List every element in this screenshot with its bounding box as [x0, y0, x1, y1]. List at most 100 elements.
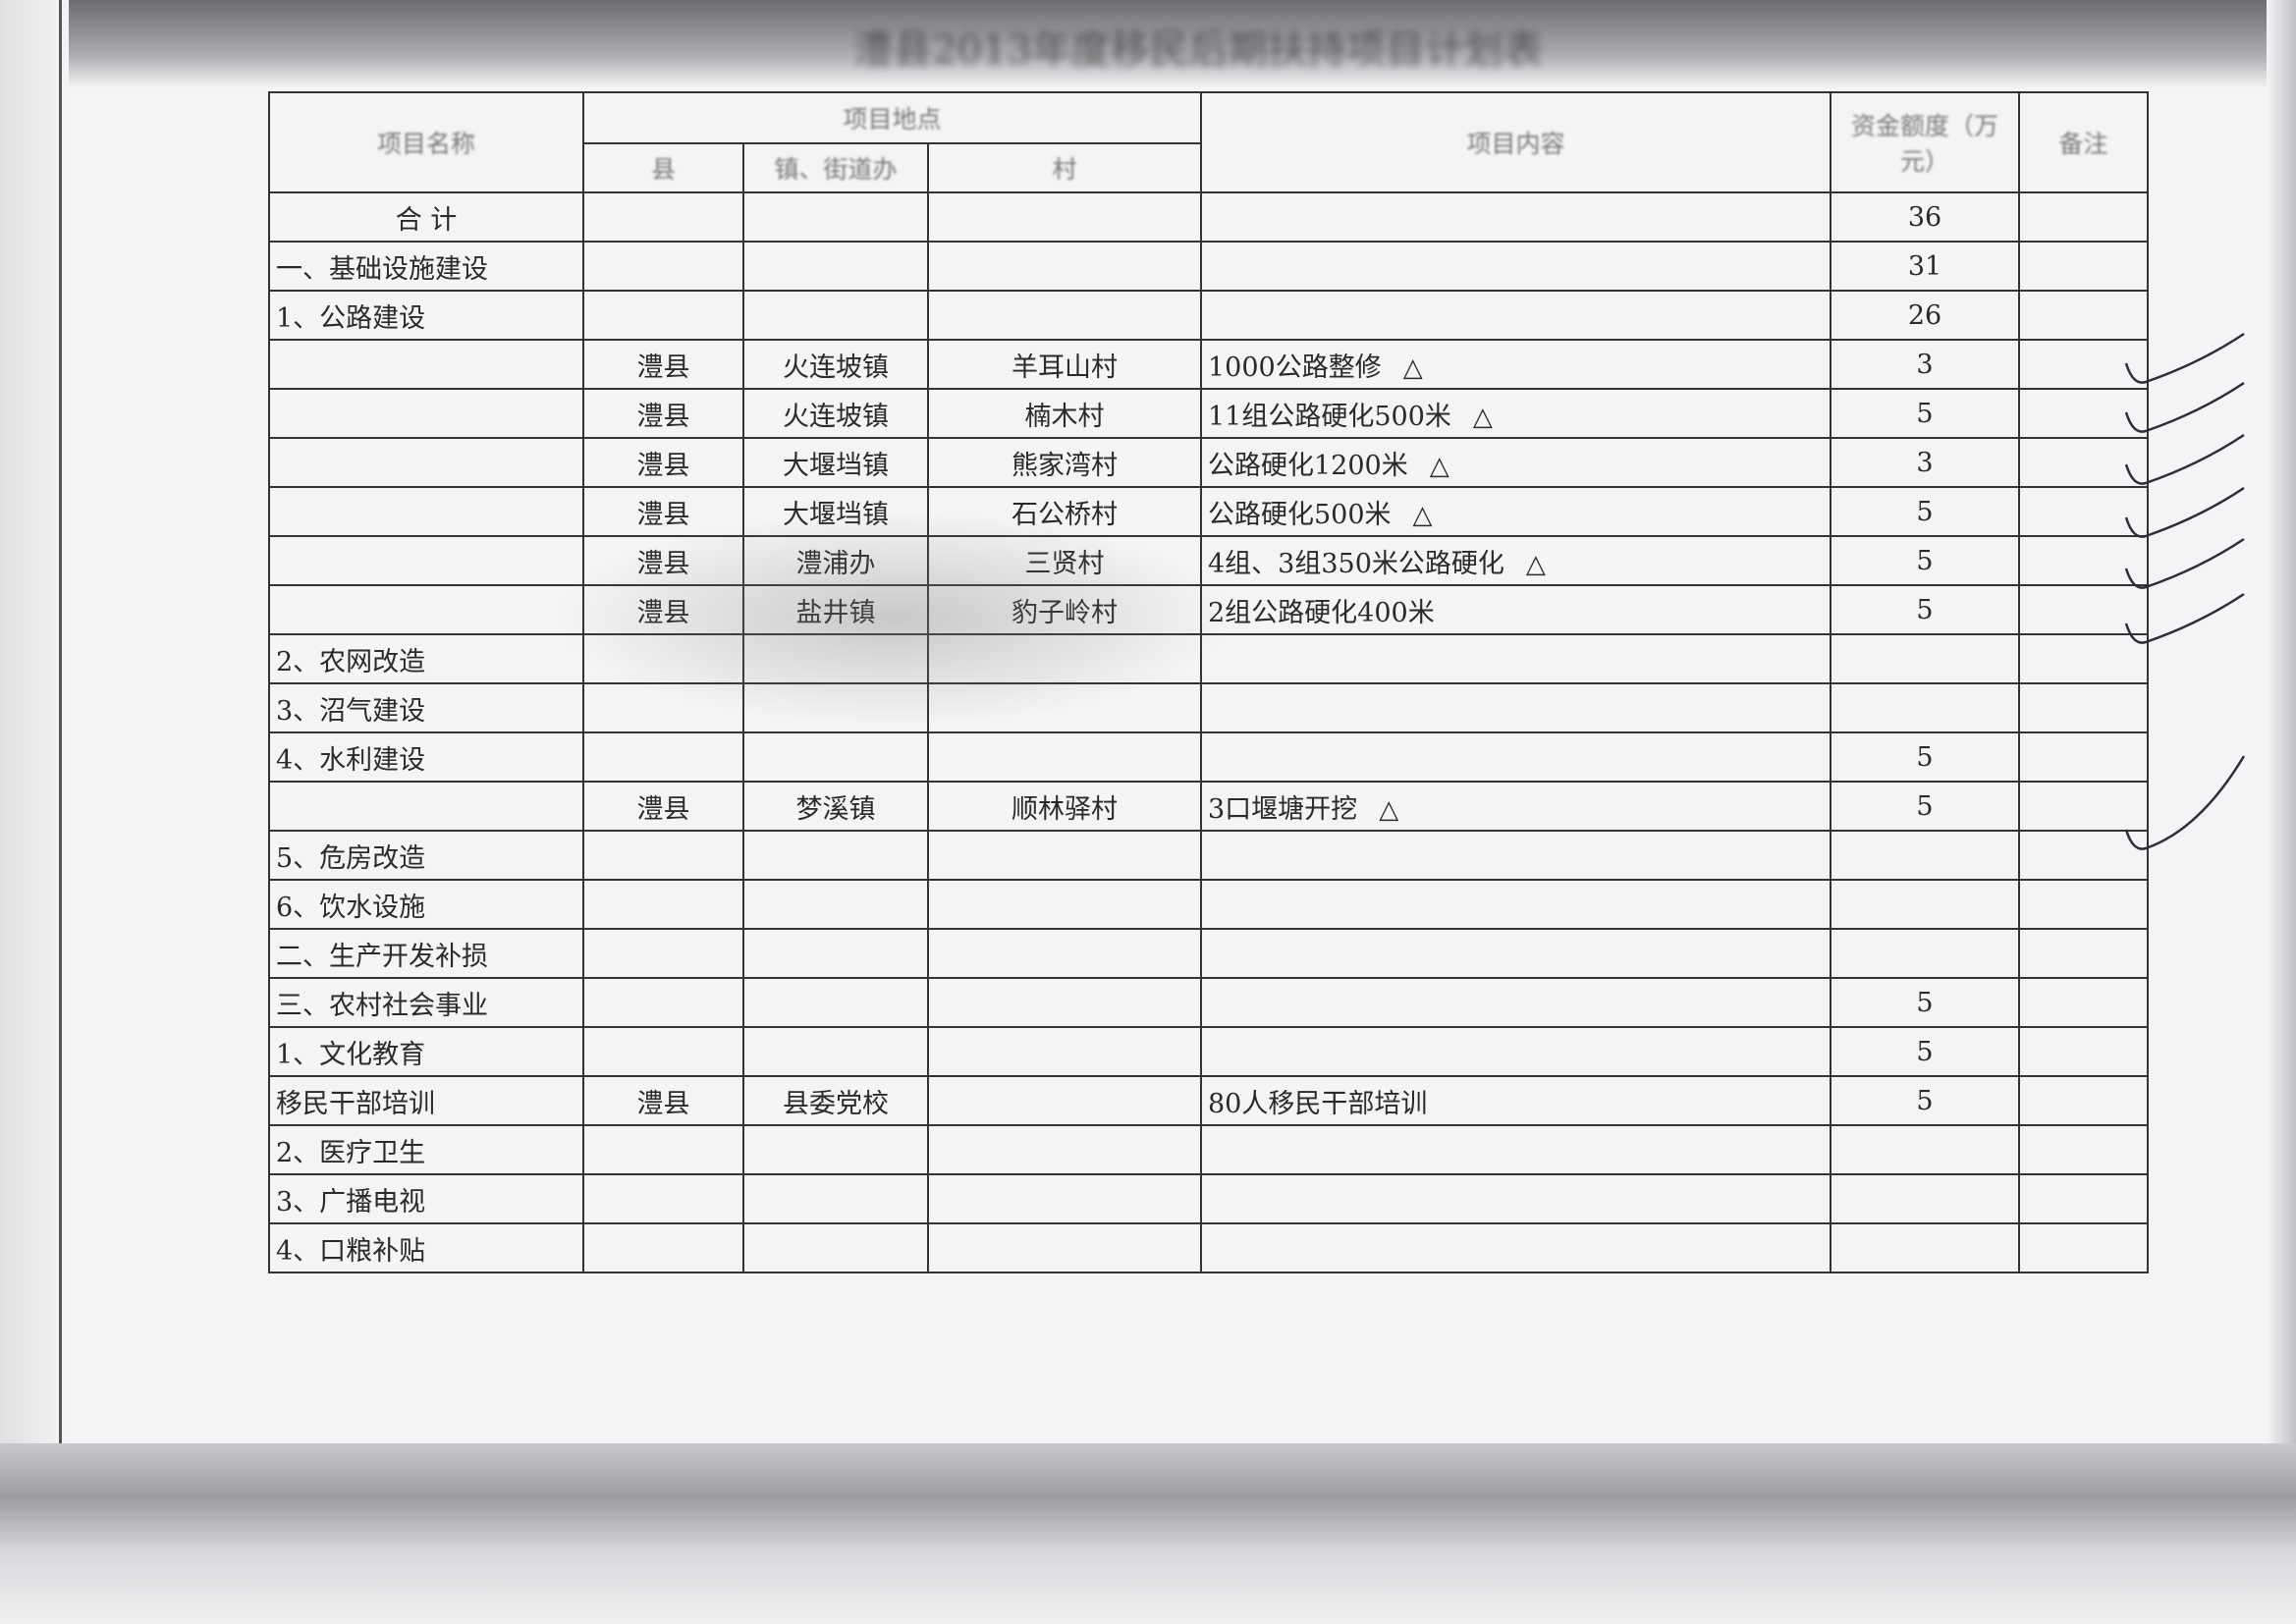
cell-remark	[2018, 290, 2149, 341]
name-text: 一、基础设施建设	[276, 253, 488, 285]
cell-town	[742, 1173, 929, 1224]
cell-remark	[2018, 781, 2149, 832]
cell-village: 楠木村	[927, 388, 1202, 439]
cell-name	[268, 486, 584, 537]
cell-amount: 5	[1830, 1075, 2020, 1126]
town-text: 梦溪镇	[795, 793, 876, 825]
header-amount: 资金额度（万元）	[1830, 91, 2020, 193]
cell-content	[1200, 1173, 1831, 1224]
cell-name: 1、公路建设	[268, 290, 584, 341]
cell-amount: 5	[1830, 731, 2020, 783]
cell-village	[927, 1222, 1202, 1273]
cell-remark	[2018, 977, 2149, 1028]
cell-amount: 36	[1830, 191, 2020, 243]
amount-text: 5	[1916, 545, 1934, 576]
cell-remark	[2018, 1026, 2149, 1077]
cell-amount	[1830, 879, 2020, 930]
triangle-mark-icon: △	[1429, 451, 1449, 481]
cell-content	[1200, 731, 1831, 783]
cell-town	[742, 879, 929, 930]
cell-content: 3口堰塘开挖 △	[1200, 781, 1831, 832]
cell-county: 澧县	[582, 535, 744, 586]
content-text: 2组公路硬化400米	[1208, 597, 1435, 628]
table-row: 2、医疗卫生	[268, 1124, 2149, 1175]
cell-county	[582, 290, 744, 341]
cell-content	[1200, 241, 1831, 292]
village-text: 石公桥村	[1011, 500, 1118, 530]
cell-amount	[1830, 633, 2020, 684]
cell-town	[742, 731, 929, 783]
cell-county	[582, 191, 744, 243]
cell-remark	[2018, 241, 2149, 292]
scan-edge-right	[2267, 0, 2296, 1624]
cell-county: 澧县	[582, 339, 744, 390]
cell-village	[927, 191, 1202, 243]
content-text: 11组公路硬化500米	[1208, 401, 1451, 432]
cell-content	[1200, 191, 1831, 243]
cell-town	[742, 1222, 929, 1273]
cell-amount: 5	[1830, 486, 2020, 537]
cell-town: 县委党校	[742, 1075, 929, 1126]
scan-edge-left	[0, 0, 69, 1624]
name-text: 1、文化教育	[276, 1039, 426, 1070]
cell-name	[268, 339, 584, 390]
cell-name: 1、文化教育	[268, 1026, 584, 1077]
table-row: 澧县 盐井镇 豹子岭村 2组公路硬化400米 5	[268, 584, 2149, 635]
cell-village: 羊耳山村	[927, 339, 1202, 390]
cell-county	[582, 731, 744, 783]
cell-county	[582, 928, 744, 979]
scan-shadow-top	[0, 0, 2296, 88]
cell-content	[1200, 1026, 1831, 1077]
cell-name: 5、危房改造	[268, 830, 584, 881]
table-row: 澧县 火连坡镇 羊耳山村 1000公路整修 △ 3	[268, 339, 2149, 390]
cell-remark	[2018, 437, 2149, 488]
cell-name: 合 计	[268, 191, 584, 243]
table-row: 一、基础设施建设 31	[268, 241, 2149, 292]
cell-name: 6、饮水设施	[268, 879, 584, 930]
name-text: 5、危房改造	[276, 842, 426, 874]
cell-town: 大堰垱镇	[742, 437, 929, 488]
cell-content: 80人移民干部培训	[1200, 1075, 1831, 1126]
cell-village	[927, 731, 1202, 783]
cell-county	[582, 830, 744, 881]
cell-county: 澧县	[582, 584, 744, 635]
cell-town	[742, 633, 929, 684]
amount-text: 3	[1916, 349, 1934, 380]
cell-remark	[2018, 682, 2149, 733]
cell-amount	[1830, 830, 2020, 881]
county-text: 澧县	[637, 598, 690, 628]
town-text: 盐井镇	[796, 598, 876, 628]
name-text: 合 计	[395, 204, 458, 236]
name-text: 二、生产开发补损	[276, 941, 488, 972]
cell-content	[1200, 830, 1831, 881]
cell-town: 澧浦办	[742, 535, 929, 586]
table-row: 三、农村社会事业 5	[268, 977, 2149, 1028]
cell-name: 移民干部培训	[268, 1075, 584, 1126]
table-body: 合 计 36 一、基础设施建设 31 1、公路建设 26 澧县 火连坡镇 羊耳山村 1000公路整…	[268, 191, 2149, 1273]
content-text: 4组、3组350米公路硬化	[1208, 548, 1504, 579]
cell-remark	[2018, 879, 2149, 930]
village-text: 豹子岭村	[1011, 598, 1118, 628]
cell-county: 澧县	[582, 388, 744, 439]
cell-name: 4、水利建设	[268, 731, 584, 783]
amount-text: 5	[1916, 1036, 1934, 1067]
cell-town	[742, 1026, 929, 1077]
cell-county	[582, 977, 744, 1028]
cell-town	[742, 830, 929, 881]
cell-name: 2、医疗卫生	[268, 1124, 584, 1175]
cell-town: 梦溪镇	[742, 781, 929, 832]
cell-town	[742, 241, 929, 292]
county-text: 澧县	[637, 549, 690, 579]
table-row: 澧县 梦溪镇 顺林驿村 3口堰塘开挖 △ 5	[268, 781, 2149, 832]
cell-name: 3、沼气建设	[268, 682, 584, 733]
cell-town	[742, 928, 929, 979]
content-text: 1000公路整修	[1208, 352, 1382, 383]
cell-amount	[1830, 928, 2020, 979]
scan-shadow-bottom	[0, 1443, 2296, 1624]
cell-village	[927, 830, 1202, 881]
town-text: 大堰垱镇	[783, 450, 889, 481]
amount-text: 5	[1916, 594, 1934, 625]
cell-content: 公路硬化1200米 △	[1200, 437, 1831, 488]
cell-content	[1200, 928, 1831, 979]
name-text: 2、农网改造	[276, 646, 426, 677]
